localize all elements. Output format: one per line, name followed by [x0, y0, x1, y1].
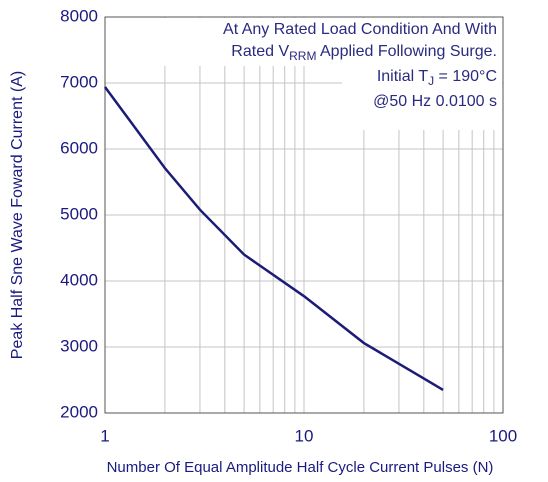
annotation: At Any Rated Load Condition And With: [223, 21, 497, 38]
y-tick-label: 8000: [60, 6, 98, 25]
annotation-text: = 190°C: [434, 68, 497, 85]
y-tick-label: 2000: [60, 402, 98, 421]
y-tick-label: 7000: [60, 72, 98, 91]
plot-frame: [104, 16, 504, 414]
y-tick-label: 5000: [60, 204, 98, 223]
annotation-text: @50 Hz 0.0100 s: [373, 93, 497, 110]
annotation-box: [342, 18, 502, 130]
annotation-text: Initial T: [377, 68, 429, 85]
y-tick-label: 6000: [60, 138, 98, 157]
annotation-subscript: J: [428, 74, 434, 88]
y-tick-label: 4000: [60, 270, 98, 289]
y-axis-label: Peak Half Sne Wave Foward Current (A): [9, 71, 26, 359]
y-tick-label: 3000: [60, 336, 98, 355]
x-tick-label: 100: [489, 426, 517, 445]
annotation: Rated VRRM Applied Following Surge.: [231, 43, 497, 63]
x-tick-label: 1: [100, 426, 109, 445]
annotation: @50 Hz 0.0100 s: [373, 93, 497, 110]
x-tick-label: 10: [295, 426, 314, 445]
annotation-text: At Any Rated Load Condition And With: [223, 21, 497, 38]
x-axis-label: Number Of Equal Amplitude Half Cycle Cur…: [107, 459, 494, 476]
annotation-text: Rated V: [231, 43, 289, 60]
annotation-text: Applied Following Surge.: [316, 43, 497, 60]
annotation: Initial TJ = 190°C: [377, 68, 497, 88]
curve: [103, 86, 444, 391]
annotation-subscript: RRM: [289, 49, 316, 63]
